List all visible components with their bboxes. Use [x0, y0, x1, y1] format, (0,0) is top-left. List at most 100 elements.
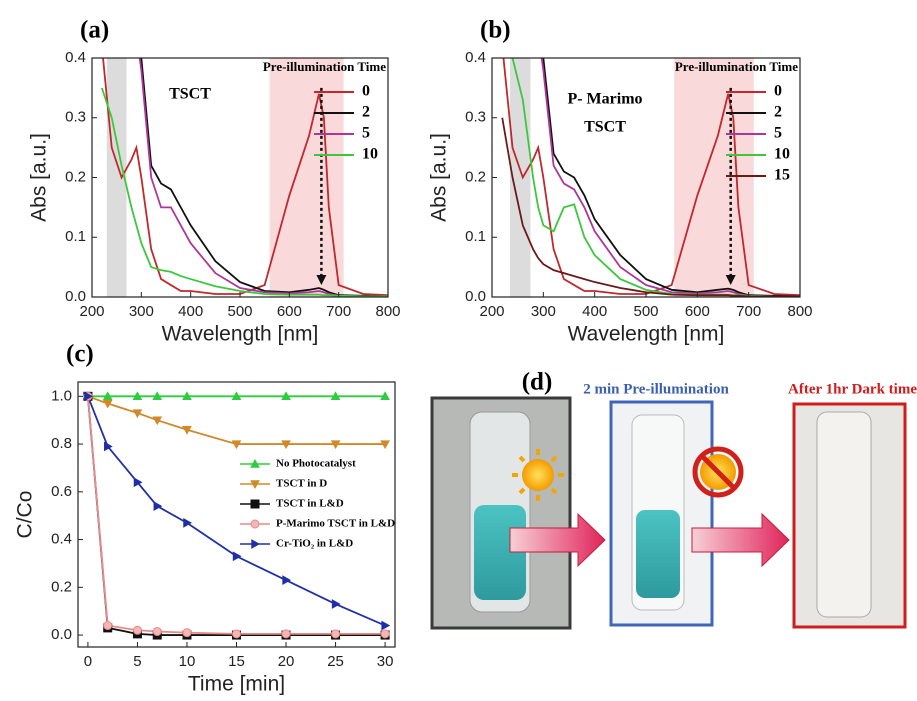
x-axis-title: Wavelength [nm]	[162, 323, 319, 346]
vial	[816, 411, 872, 618]
shaded-region	[269, 58, 344, 297]
x-tick-label: 5	[133, 653, 141, 670]
plot-frame	[77, 381, 396, 648]
series-line	[540, 58, 800, 297]
marker	[182, 426, 192, 435]
x-tick-label: 10	[179, 653, 196, 670]
marker	[231, 391, 242, 401]
marker	[381, 620, 391, 631]
photo-panel: (d) 2 min Pre-illumination After 1hr Dar…	[430, 369, 917, 630]
legend-label: 5	[362, 125, 370, 142]
marker	[182, 391, 192, 401]
x-tick-label: 300	[531, 303, 556, 320]
y-tick-label: 1.0	[51, 387, 72, 404]
series-line	[87, 395, 386, 627]
marker	[183, 518, 192, 528]
marker	[282, 575, 292, 586]
marker	[104, 441, 113, 452]
panel-label: (d)	[522, 369, 553, 396]
y-tick-label: 0.0	[51, 626, 72, 643]
x-tick-label: 800	[375, 303, 400, 320]
legend-label: Cr-TiO₂ in L&D	[276, 538, 353, 550]
y-tick-label: 0.4	[51, 531, 72, 548]
legend-marker	[251, 539, 261, 549]
x-tick-label: 200	[479, 303, 504, 320]
legend-label: 2	[774, 104, 782, 121]
x-tick-label: 30	[377, 653, 394, 670]
y-axis-title: Abs [a.u.]	[428, 133, 451, 222]
series-line	[87, 396, 386, 635]
marker	[102, 391, 113, 401]
y-tick-label: 0.3	[465, 109, 486, 126]
panel-label: (b)	[480, 17, 511, 44]
plot-area	[101, 58, 388, 297]
marker	[132, 409, 143, 419]
marker	[380, 440, 390, 450]
caption: After 1hr Dark time	[788, 381, 917, 397]
y-axis-title: Abs [a.u.]	[28, 133, 51, 222]
x-axis-title: Wavelength [nm]	[568, 323, 725, 346]
legend-label: No Photocatalyst	[276, 458, 356, 470]
series-line	[502, 58, 800, 297]
x-tick-label: 800	[787, 303, 812, 320]
marker	[281, 391, 291, 401]
marker	[84, 391, 93, 402]
y-tick-label: 0.0	[465, 288, 486, 305]
x-tick-label: 400	[582, 303, 607, 320]
legend-title: Pre-illumination Time	[675, 59, 798, 74]
annotation: TSCT	[169, 86, 211, 103]
marker	[231, 440, 242, 450]
x-tick-label: 200	[79, 303, 104, 320]
marker	[152, 626, 162, 636]
legend-label: 10	[362, 146, 378, 163]
arrow-head	[725, 275, 736, 286]
legend-label: TSCT in L&D	[276, 498, 344, 510]
marker	[281, 440, 291, 450]
arrow-head	[316, 275, 327, 286]
legend-label: 5	[774, 125, 782, 142]
series-line	[101, 87, 388, 297]
y-tick-label: 0.4	[65, 49, 86, 66]
marker	[232, 629, 241, 639]
marker	[153, 501, 163, 511]
marker	[133, 477, 143, 488]
plot-area	[87, 395, 386, 636]
legend-marker	[250, 458, 260, 468]
x-tick-label: 500	[227, 303, 252, 320]
y-tick-label: 0.1	[465, 228, 486, 245]
panel-label: (c)	[66, 341, 94, 368]
series-line	[87, 396, 386, 636]
legend-marker	[250, 499, 260, 509]
x-tick-label: 600	[277, 303, 302, 320]
y-tick-label: 0.4	[465, 49, 486, 66]
x-tick-label: 15	[228, 653, 245, 670]
y-tick-label: 0.2	[51, 578, 72, 595]
x-tick-label: 700	[326, 303, 351, 320]
legend-label: TSCT in D	[276, 478, 327, 490]
y-tick-label: 0.2	[465, 168, 486, 185]
marker	[103, 621, 113, 631]
x-tick-label: 25	[327, 653, 344, 670]
marker	[182, 628, 192, 638]
marker	[380, 629, 390, 639]
y-tick-label: 0.2	[65, 168, 86, 185]
series-line	[140, 58, 388, 297]
marker	[152, 416, 163, 426]
x-tick-label: 300	[129, 303, 154, 320]
series-line	[501, 117, 800, 297]
annotation: TSCT	[584, 119, 626, 136]
marker	[102, 399, 113, 409]
legend-label: 15	[774, 167, 790, 184]
marker	[152, 391, 163, 401]
marker	[331, 599, 341, 609]
legend-label: 0	[362, 83, 370, 100]
x-tick-label: 600	[685, 303, 710, 320]
marker	[330, 391, 341, 401]
y-tick-label: 0.1	[65, 228, 86, 245]
y-tick-label: 0.3	[65, 109, 86, 126]
plot-area	[501, 58, 800, 297]
marker	[132, 625, 142, 635]
legend-title: Pre-illumination Time	[263, 59, 386, 74]
legend-label: 10	[774, 146, 790, 163]
x-tick-label: 400	[178, 303, 203, 320]
